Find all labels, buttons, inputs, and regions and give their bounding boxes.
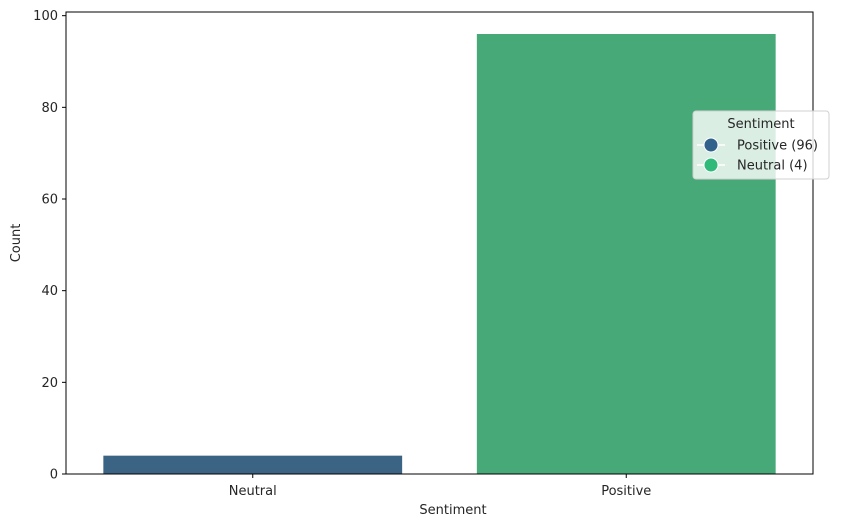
legend-entry-label: Neutral (4) [737,159,808,174]
y-tick-label: 80 [41,101,58,116]
legend-entry-label: Positive (96) [737,139,818,154]
plot-frame [65,11,814,475]
y-axis-label: Count [9,224,24,263]
legend-title: Sentiment [727,117,794,132]
legend[interactable]: Sentiment Positive (96) Neutral (4) [692,110,830,180]
y-tick-label: 0 [50,468,58,483]
x-tick-label: Positive [601,484,651,499]
y-tick-label: 60 [41,193,58,208]
x-axis-label: Sentiment [419,503,486,518]
legend-marker [703,157,719,173]
legend-marker [703,137,719,153]
y-tick-label: 40 [41,284,58,299]
y-tick-label: 20 [41,376,58,391]
y-tick-label: 100 [33,9,58,24]
y-axis: 0 20 40 60 80 100 [33,9,66,483]
x-tick-label: Neutral [229,484,277,499]
bar-positive [476,34,776,474]
bars-group [103,34,776,474]
legend-box [692,110,830,180]
x-axis: Neutral Positive [229,474,651,499]
legend-entries: Positive (96) Neutral (4) [697,137,818,174]
bar-neutral [103,455,403,474]
